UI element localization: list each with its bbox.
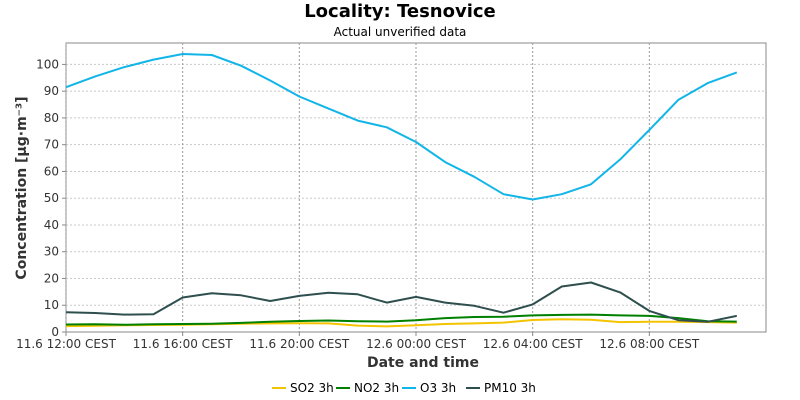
y-tick-label: 30 <box>44 245 59 259</box>
legend-label: PM10 3h <box>484 381 536 395</box>
chart-title: Locality: Tesnovice <box>304 1 496 22</box>
x-tick-label: 12.6 00:00 CEST <box>366 337 467 351</box>
series-line-o3 <box>65 53 738 201</box>
y-axis-label: Concentration [µg·m⁻³] <box>14 96 30 279</box>
y-tick-label: 70 <box>44 138 59 152</box>
legend-label: NO2 3h <box>354 381 399 395</box>
y-tick-label: 40 <box>44 218 59 232</box>
y-tick-label: 0 <box>51 325 59 339</box>
x-tick-label: 11.6 12:00 CEST <box>16 337 117 351</box>
x-tick-label: 12.6 04:00 CEST <box>483 337 584 351</box>
x-axis-label: Date and time <box>367 355 479 371</box>
x-tick-label: 11.6 16:00 CEST <box>133 337 234 351</box>
series-lines <box>65 53 738 328</box>
y-tick-label: 50 <box>44 191 59 205</box>
legend: SO2 3h NO2 3h O3 3h PM10 3h <box>272 381 536 395</box>
legend-label: SO2 3h <box>290 381 334 395</box>
y-tick-label: 10 <box>44 298 59 312</box>
series-line-no2 <box>65 313 737 326</box>
y-tick-label: 20 <box>44 271 59 285</box>
x-tick-label: 12.6 08:00 CEST <box>599 337 700 351</box>
y-axis: 0 10 20 30 40 50 60 70 80 90 100 <box>36 57 66 339</box>
y-tick-label: 100 <box>36 57 59 71</box>
y-tick-label: 80 <box>44 111 59 125</box>
y-tick-label: 60 <box>44 164 59 178</box>
y-tick-label: 90 <box>44 84 59 98</box>
x-tick-label: 11.6 20:00 CEST <box>249 337 350 351</box>
legend-label: O3 3h <box>420 381 456 395</box>
x-axis: 11.6 12:00 CEST 11.6 16:00 CEST 11.6 20:00… <box>16 332 700 351</box>
series-line-pm10 <box>65 281 737 323</box>
chart-subtitle: Actual unverified data <box>334 25 467 39</box>
